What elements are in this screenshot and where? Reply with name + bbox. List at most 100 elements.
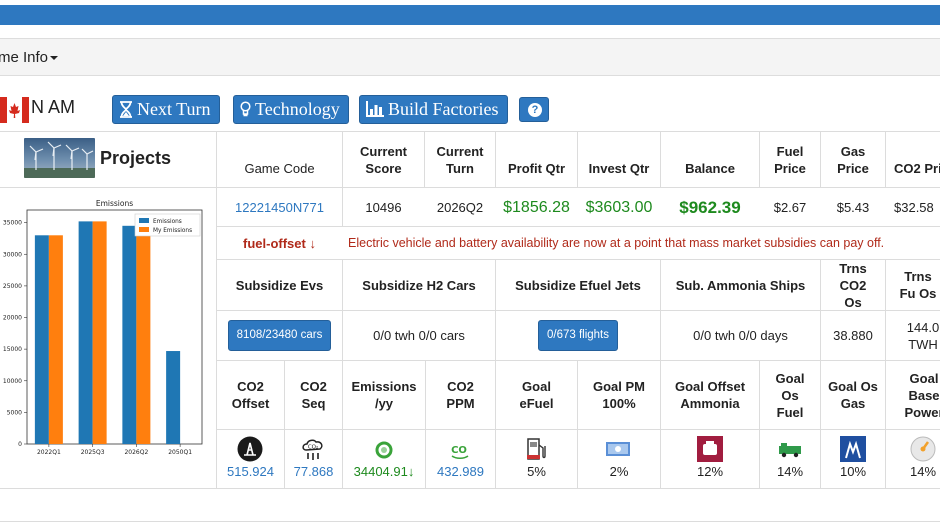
- help-button[interactable]: ?: [519, 97, 549, 122]
- my-emissions-bar: [136, 225, 151, 444]
- game-info-bar: me Info: [0, 38, 940, 76]
- trns-co2-os-value: 38.880: [833, 328, 873, 343]
- invest-qtr-value: $3603.00: [585, 198, 653, 216]
- table-border: [759, 131, 760, 187]
- co2-seq-header: CO2 Seq: [300, 379, 327, 411]
- goal-offset-ammonia-header: Goal Offset Ammonia: [674, 379, 746, 411]
- emissions-bar: [34, 235, 49, 444]
- table-border: [495, 259, 496, 360]
- projects-image[interactable]: [24, 138, 95, 178]
- table-border: [885, 259, 886, 360]
- co2-leaf-icon[interactable]: CO: [447, 436, 473, 462]
- legend-swatch: [139, 227, 149, 232]
- table-border: [216, 259, 940, 260]
- trns-fuel-os-value: 144.0 TWH: [886, 311, 940, 360]
- x-tick-label: 2022Q1: [37, 449, 61, 456]
- table-border: [0, 521, 940, 522]
- table-border: [0, 488, 940, 489]
- fuel-price-header: Fuel Price: [774, 143, 806, 176]
- canada-flag-icon: [0, 97, 29, 123]
- table-border: [577, 131, 578, 187]
- x-tick-label: 2050Q1: [168, 449, 192, 456]
- table-border: [820, 259, 821, 360]
- news-text: Electric vehicle and battery availabilit…: [348, 236, 885, 250]
- sub-ammonia-ships-header: Sub. Ammonia Ships: [675, 277, 806, 293]
- emissions-bar: [78, 221, 93, 444]
- hourglass-icon: [120, 100, 132, 118]
- goal-os-fuel-value: 14%: [776, 464, 804, 479]
- subsidize-h2-cars-value: 0/0 twh 0/0 cars: [373, 328, 465, 343]
- game-code-header: Game Code: [244, 161, 315, 176]
- fuel-pump-icon[interactable]: [523, 436, 549, 462]
- x-tick-label: 2025Q3: [81, 449, 105, 456]
- current-turn-header: Current Turn: [436, 143, 484, 176]
- subsidize-efuel-jets-cell: 0/673 flights: [496, 311, 660, 360]
- table-border: [342, 259, 343, 360]
- subsidize-evs-button[interactable]: 8108/23480 cars: [227, 320, 332, 351]
- y-tick-label: 10000: [3, 378, 22, 385]
- trns-fuel-os-amount: 144.0: [906, 319, 940, 335]
- table-border: [216, 131, 217, 488]
- co2-seq-value: 77.868: [293, 464, 334, 479]
- y-tick-label: 35000: [3, 220, 22, 227]
- goal-os-fuel-header: Goal Os Fuel: [775, 370, 805, 420]
- goal-efuel-header: Goal eFuel: [519, 379, 554, 411]
- build-factories-button[interactable]: Build Factories: [359, 95, 508, 124]
- chevron-down-icon: [50, 56, 59, 61]
- balance-header: Balance: [685, 161, 735, 176]
- power-dial-icon[interactable]: [910, 436, 936, 462]
- subsidize-h2-cars-header: Subsidize H2 Cars: [362, 277, 476, 293]
- oil-rig-icon[interactable]: [237, 436, 263, 462]
- goal-pm-value: 2%: [609, 464, 629, 479]
- game-info-menu[interactable]: me Info: [0, 49, 59, 66]
- goal-efuel-value: 5%: [527, 464, 546, 479]
- my-emissions-bar: [92, 221, 107, 444]
- table-border: [0, 131, 940, 132]
- co2-ppm-value: 432.989: [437, 464, 484, 479]
- y-tick-label: 5000: [7, 409, 22, 416]
- bar-chart-icon: [366, 101, 384, 118]
- emissions-yy-value: 34404.91↓: [353, 464, 415, 479]
- profit-qtr-value: $1856.28: [503, 198, 570, 216]
- table-border: [216, 429, 940, 430]
- next-turn-label: Next Turn: [137, 99, 211, 119]
- chart-legend: [134, 213, 201, 237]
- chart-title: Emissions: [96, 199, 133, 208]
- co2-offset-header: CO2 Offset: [231, 379, 270, 411]
- fuel-truck-icon[interactable]: [777, 436, 803, 462]
- projects-title: Projects: [100, 148, 172, 168]
- goal-base-power-header: Goal Base Power: [904, 370, 940, 420]
- game-info-label: me Info: [0, 49, 49, 66]
- table-border: [342, 360, 343, 488]
- ammonia-tank-icon[interactable]: [697, 436, 723, 462]
- table-border: [216, 226, 940, 227]
- next-turn-button[interactable]: Next Turn: [112, 95, 220, 124]
- gas-price-value: $5.43: [836, 199, 870, 215]
- game-code-link[interactable]: 12221450N771: [235, 199, 324, 215]
- emissions-chart: Emissions 0 5000 10000 15000 20000 25000 30000 3…: [3, 199, 203, 456]
- help-icon: ?: [528, 103, 542, 117]
- table-border: [0, 187, 940, 188]
- co2-storage-icon[interactable]: CO₂: [300, 436, 326, 462]
- recycle-icon[interactable]: [371, 437, 397, 463]
- svg-text:CO: CO: [451, 445, 467, 456]
- subsidize-efuel-jets-button[interactable]: 0/673 flights: [537, 320, 618, 351]
- legend-label: My Emissions: [153, 228, 192, 234]
- goal-os-gas-value: 10%: [839, 464, 867, 479]
- table-border: [342, 131, 343, 226]
- fuel-price-value: $2.67: [773, 199, 807, 215]
- emissions-yy-header: Emissions /yy: [351, 379, 417, 411]
- region-name: N AM: [31, 97, 76, 117]
- solar-panel-icon[interactable]: [605, 436, 631, 462]
- my-emissions-bar: [48, 235, 63, 444]
- balance-value: $962.39: [679, 197, 741, 217]
- goal-pm-header: Goal PM 100%: [592, 379, 645, 411]
- trns-fuel-os-header: Trns Fu Os: [899, 269, 937, 301]
- gas-flame-icon[interactable]: [840, 436, 866, 462]
- y-tick-label: 30000: [3, 251, 22, 258]
- table-border: [495, 131, 496, 187]
- lightbulb-icon: [240, 101, 251, 117]
- technology-button[interactable]: Technology: [233, 95, 349, 124]
- table-border: [495, 360, 496, 488]
- legend-swatch: [139, 218, 149, 223]
